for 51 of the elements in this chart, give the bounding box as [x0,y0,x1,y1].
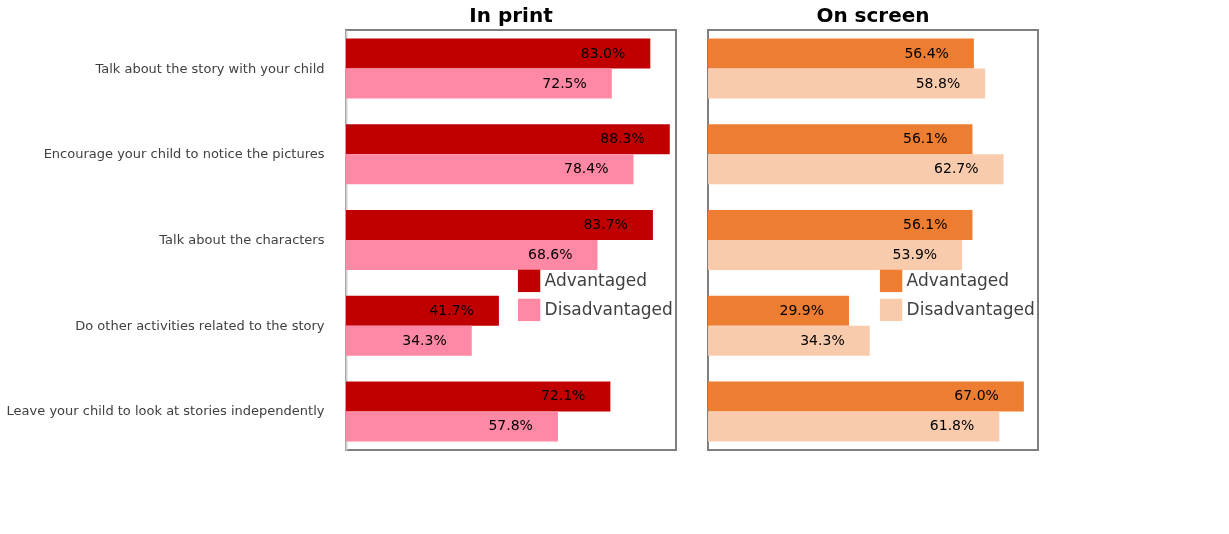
data-label: 62.7% [934,160,979,177]
bar [708,240,963,270]
data-label: 78.4% [563,160,609,177]
bar [346,325,472,356]
bar [346,411,558,442]
chart-title: On screen [816,3,930,27]
data-label: 57.8% [488,417,533,434]
data-label: 53.9% [892,246,938,262]
data-label: 61.8% [929,417,975,434]
data-label: 34.3% [402,331,447,348]
y-tick-label: Talk about the story with your child [94,60,325,76]
y-tick-label: Do other activities related to the story [75,317,325,333]
bar [708,411,1000,442]
data-label: 72.1% [540,387,586,404]
data-label: 83.7% [583,216,628,232]
bar [708,124,973,155]
y-tick-label: Encourage your child to notice the pictures [43,146,325,162]
legend-label: Disadvantaged [544,298,673,319]
data-label: 56.1% [902,216,948,232]
bar [708,325,870,356]
bar [346,210,653,240]
data-label: 56.4% [904,44,949,61]
bar [708,295,849,326]
y-tick-label: Talk about the characters [158,232,325,247]
bar [346,381,611,412]
legend-label: Disadvantaged [906,298,1035,319]
data-label: 58.8% [915,74,961,91]
bar [346,295,499,326]
bar [708,154,1004,185]
bar [346,154,634,185]
bar [346,38,651,69]
bar [708,68,986,99]
data-label: 72.5% [542,74,587,91]
data-label: 56.1% [902,130,948,147]
legend-label: Advantaged [544,269,648,290]
data-label: 41.7% [429,301,474,318]
data-label: 68.6% [528,246,573,262]
data-label: 29.9% [779,301,824,318]
data-label: 88.3% [600,130,645,147]
legend-label: Advantaged [906,269,1010,290]
data-label: 34.3% [800,331,845,348]
data-label: 83.0% [580,44,626,61]
chart-title: In print [469,3,554,27]
bar [708,210,973,240]
bar [708,38,974,69]
bar [346,124,670,155]
bar [346,68,612,99]
data-label: 67.0% [954,387,999,404]
bar [346,240,598,270]
bar [708,381,1024,412]
y-tick-label: Leave your child to look at stories independently [6,403,325,419]
